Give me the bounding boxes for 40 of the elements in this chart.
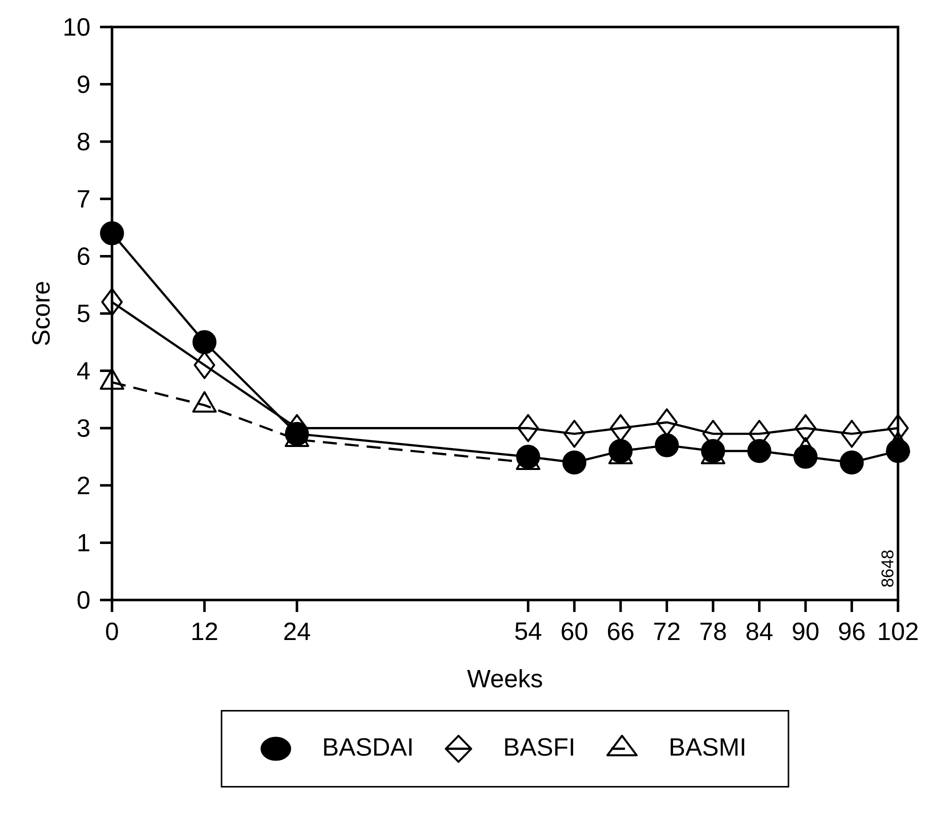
x-tick-label: 24 [284,622,310,640]
x-tick-label: 60 [562,622,588,640]
point [517,414,539,442]
point [100,221,124,246]
x-tick-label: 102 [879,622,918,640]
x-tick-label: 66 [608,622,634,640]
x-tick-label: 0 [106,622,118,640]
point [840,450,864,474]
x-tick-label: 72 [654,622,680,640]
point [564,420,586,448]
legend-label: BASDAI [324,738,412,756]
y-tick-label: 9 [78,75,90,94]
x-tick-label: 12 [192,622,218,640]
point [101,288,123,316]
x-axis-title: Weeks [467,669,542,688]
y-tick-label: 1 [78,534,90,552]
y-tick-label: 2 [78,476,90,494]
point [747,439,772,464]
point [562,450,586,474]
y-tick-label: 3 [78,419,90,437]
x-tick-label: 78 [700,622,726,640]
x-tick-label: 96 [839,622,865,640]
x-tick-label: 84 [746,622,772,640]
point [841,420,863,448]
y-tick-label: 10 [64,18,90,36]
annotation: 8648 [881,550,894,587]
legend-label: BASMI [670,738,744,756]
point [794,414,816,442]
y-tick-label: 7 [78,190,90,208]
x-tick-label: 90 [792,622,818,640]
point [654,433,679,458]
y-axis-title: Score [32,282,50,346]
y-tick-label: 5 [78,304,90,322]
y-tick-label: 0 [78,591,90,609]
point [192,330,216,354]
legend-label: BASFI [505,738,574,756]
y-tick-label: 4 [77,362,90,380]
x-tick-label: 54 [515,622,542,640]
y-tick-label: 8 [78,132,90,150]
y-tick-label: 6 [78,247,90,266]
